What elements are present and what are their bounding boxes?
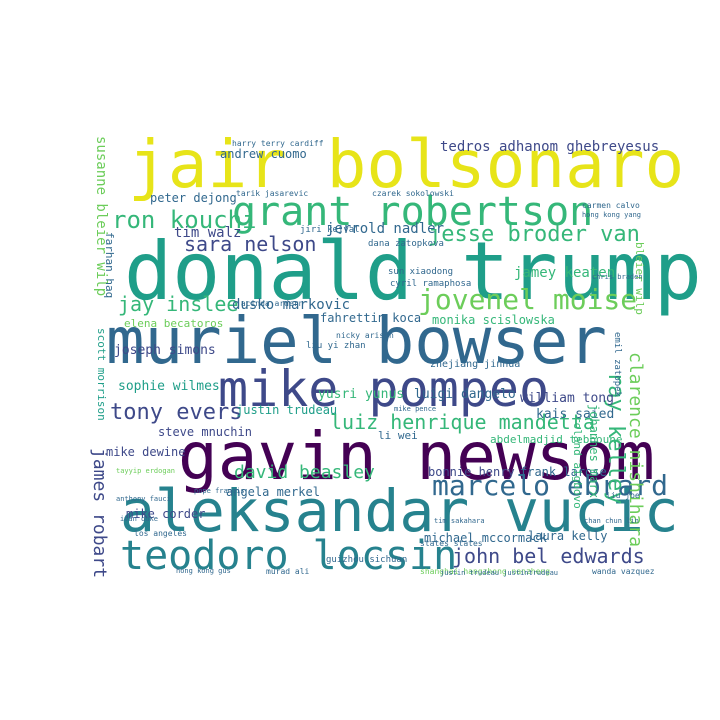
word: jamey keaten	[514, 265, 616, 281]
word: muriel bowser	[106, 305, 607, 379]
word: mike pence	[394, 405, 437, 413]
word: tim walz	[174, 225, 242, 241]
word: bonnie henry	[428, 465, 515, 479]
word: murad ali	[266, 567, 310, 576]
word: mike pompeo	[218, 360, 550, 418]
word: aleksandar vucic	[120, 477, 679, 545]
word: johannes marx	[587, 404, 601, 498]
word: nicky arison	[336, 331, 394, 340]
word: dana zatopkova	[368, 239, 444, 249]
word: elena becatoros	[124, 317, 224, 330]
word: bleier wilp	[633, 242, 646, 315]
word: frank larose	[520, 465, 607, 479]
word: angela merkel	[226, 485, 320, 499]
word: steve mnuchin	[158, 425, 252, 439]
word: harry terry cardiff	[232, 139, 324, 148]
word: john bel edwards	[452, 544, 645, 568]
word: ron kouchi	[112, 206, 257, 234]
word: cyril ramaphosa	[390, 279, 472, 289]
word: roland aigbovo	[571, 416, 584, 509]
word: gavin newsom	[178, 418, 655, 495]
word: chan chun lin	[584, 517, 639, 525]
word: monika scislowska	[432, 313, 555, 327]
word: grant robertson	[232, 189, 594, 235]
word: fahrettin koca	[320, 311, 422, 325]
word: wanda vazquez	[592, 567, 655, 576]
word: tarik jasarevic	[236, 189, 309, 198]
word: sun xiaodong	[388, 267, 454, 277]
word: anthony fauci	[116, 495, 171, 503]
word: jovenel moise	[418, 283, 638, 316]
word: ray kelley	[603, 372, 628, 505]
word: mike dewine	[106, 445, 186, 459]
word: marcelo ebrard	[432, 469, 669, 502]
word: pope francis	[194, 487, 245, 495]
word: luiz henrique mandetta	[330, 410, 595, 434]
word: justin trudeau	[236, 403, 338, 417]
word: jay inslee	[118, 292, 239, 316]
word: liu yi zhan	[306, 341, 366, 351]
word: jesse broder van	[428, 222, 640, 247]
word: sophie wilmes	[118, 379, 220, 394]
word: czarek sokolowski	[372, 189, 454, 198]
word: abdelmadjid tebboune	[490, 433, 623, 446]
word: joseph simons	[114, 343, 216, 358]
word: scott morrison	[95, 328, 108, 421]
word: clarence nishihara	[625, 352, 646, 548]
word: laura kelly	[528, 529, 608, 543]
word: emil zatopek	[612, 332, 622, 398]
word: mike corder	[126, 507, 206, 521]
word: shanghai hangzhong nanzheng	[420, 567, 551, 576]
word: tony evers	[110, 400, 243, 425]
word: susanne bleier wilp	[93, 136, 109, 297]
word: liu joe	[606, 491, 640, 500]
word: michael mccormack	[424, 531, 547, 545]
word: teodoro locsin	[120, 533, 458, 579]
word: hong kong gus	[176, 567, 231, 575]
word: jerrold nadler	[326, 221, 445, 237]
word: tayyip erdogan	[116, 467, 176, 475]
word: chris braden	[592, 273, 643, 281]
word: guizhou sichuan	[326, 555, 408, 565]
word: luigi dangelo	[414, 387, 516, 402]
word: sara nelson	[184, 232, 317, 256]
word: hong kong yang	[582, 211, 642, 219]
word: yusri yunus	[318, 387, 405, 402]
word: peter dejong	[150, 191, 237, 205]
word: jair bolsonaro	[128, 126, 685, 203]
word: states states	[420, 539, 483, 548]
word: ivan duke	[120, 515, 158, 523]
word: donald trump	[124, 225, 702, 318]
word: carmen calvo	[582, 201, 640, 210]
word: los angeles	[134, 529, 187, 538]
word: justin trudeau justintrudeau	[440, 569, 559, 577]
word: james robart	[89, 448, 110, 579]
word: farhan haq	[103, 232, 116, 299]
word: tedros adhanom ghebreyesus	[440, 139, 660, 155]
word: dusko markovic	[232, 297, 351, 313]
word: william tong	[520, 391, 614, 406]
word: jacinda ardern	[236, 299, 304, 308]
word: andrew cuomo	[220, 147, 307, 161]
word: david beasley	[234, 462, 375, 483]
word: kais saied	[536, 407, 615, 422]
word: li wei	[378, 429, 418, 442]
word: zhejiang jinhua	[430, 359, 521, 370]
word: jiri kejval	[300, 225, 360, 235]
word: tim sakahara	[434, 517, 485, 525]
